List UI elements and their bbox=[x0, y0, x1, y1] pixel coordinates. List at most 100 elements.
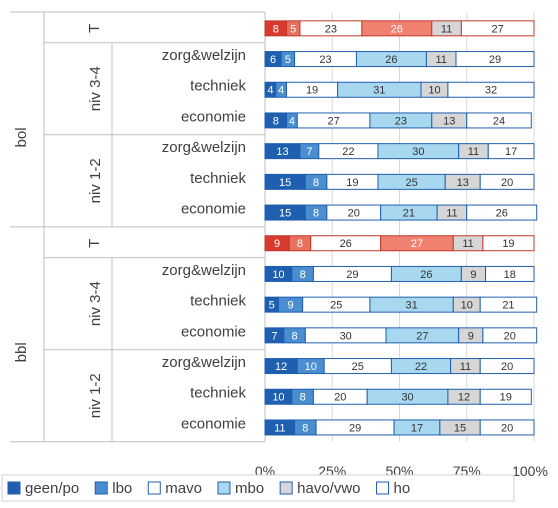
data-label: 31 bbox=[405, 300, 417, 312]
data-label: 22 bbox=[342, 146, 354, 158]
data-label: 13 bbox=[276, 146, 288, 158]
data-label: 23 bbox=[319, 54, 331, 66]
legend: geen/po lbo mavo mbo havo/vwo ho bbox=[1, 474, 515, 502]
bar-segment bbox=[479, 173, 535, 190]
category-label: economie bbox=[181, 201, 246, 218]
data-label: 23 bbox=[325, 23, 337, 35]
chart-gridlines bbox=[264, 12, 535, 442]
data-label: 22 bbox=[415, 361, 427, 373]
data-label: 8 bbox=[273, 23, 279, 35]
level-label: niv 3-4 bbox=[87, 281, 104, 326]
bar-segment bbox=[487, 143, 535, 160]
bar-segment bbox=[482, 327, 538, 344]
data-label: 15 bbox=[279, 177, 291, 189]
data-label: 8 bbox=[300, 269, 306, 281]
bar-segment bbox=[466, 204, 538, 221]
bar-area: 8 5 23 26 11 276 5 23 26 11 294 4 19 31 10 328 4 27 23 13 24… bbox=[264, 20, 538, 436]
legend-label: mavo bbox=[165, 480, 202, 497]
data-label: 18 bbox=[504, 269, 516, 281]
data-label: 30 bbox=[401, 392, 413, 404]
data-label: 4 bbox=[278, 85, 284, 97]
bar-segment bbox=[485, 265, 535, 282]
data-label: 25 bbox=[405, 177, 417, 189]
legend-swatch bbox=[94, 481, 108, 495]
group-label: bbl bbox=[13, 342, 30, 362]
data-label: 10 bbox=[428, 85, 440, 97]
data-label: 11 bbox=[274, 422, 285, 434]
data-label: 9 bbox=[287, 300, 293, 312]
legend-swatch bbox=[7, 481, 21, 495]
data-label: 11 bbox=[446, 207, 457, 219]
data-label: 20 bbox=[501, 422, 513, 434]
data-label: 29 bbox=[489, 54, 501, 66]
legend-label: mbo bbox=[235, 480, 264, 497]
category-label: T bbox=[86, 24, 103, 33]
data-label: 13 bbox=[457, 177, 469, 189]
legend-swatch bbox=[147, 481, 161, 495]
data-label: 7 bbox=[271, 330, 277, 342]
data-label: 19 bbox=[500, 392, 512, 404]
legend-label: geen/po bbox=[25, 480, 79, 497]
data-label: 5 bbox=[285, 54, 291, 66]
data-label: 20 bbox=[504, 330, 516, 342]
bar-segment bbox=[479, 419, 535, 436]
data-label: 26 bbox=[391, 23, 403, 35]
legend-swatch bbox=[217, 481, 231, 495]
level-label: niv 1-2 bbox=[87, 158, 104, 203]
data-label: 19 bbox=[306, 85, 318, 97]
data-label: 8 bbox=[300, 392, 306, 404]
bar-segment bbox=[479, 296, 538, 313]
level-label: niv 1-2 bbox=[87, 373, 104, 418]
data-label: 4 bbox=[267, 85, 273, 97]
data-label: 26 bbox=[420, 269, 432, 281]
data-label: 30 bbox=[412, 146, 424, 158]
data-label: 17 bbox=[411, 422, 423, 434]
category-label: economie bbox=[181, 108, 246, 125]
data-label: 26 bbox=[385, 54, 397, 66]
data-label: 10 bbox=[461, 300, 473, 312]
data-label: 12 bbox=[275, 361, 287, 373]
legend-swatch bbox=[279, 481, 293, 495]
data-label: 20 bbox=[334, 392, 346, 404]
category-label: zorg&welzijn bbox=[162, 139, 246, 156]
data-label: 17 bbox=[505, 146, 517, 158]
bar-segment bbox=[447, 81, 535, 98]
data-label: 10 bbox=[272, 269, 284, 281]
x-tick-label: 100% bbox=[512, 463, 548, 479]
category-label: techniek bbox=[190, 293, 246, 310]
data-label: 8 bbox=[292, 330, 298, 342]
legend-label: havo/vwo bbox=[297, 480, 360, 497]
data-label: 8 bbox=[297, 238, 303, 250]
data-label: 29 bbox=[346, 269, 358, 281]
bar-segment bbox=[460, 20, 535, 37]
legend-label: ho bbox=[394, 480, 411, 497]
data-label: 15 bbox=[279, 207, 291, 219]
category-label: T bbox=[86, 239, 103, 248]
data-label: 19 bbox=[346, 177, 358, 189]
category-label: economie bbox=[181, 323, 246, 340]
data-label: 25 bbox=[330, 300, 342, 312]
category-label-grid: bol niv 3-4 niv 1-2 bbl niv 3-4 niv 1-2 Tzorg&… bbox=[10, 11, 266, 443]
data-label: 10 bbox=[272, 392, 284, 404]
bar-segment bbox=[466, 112, 532, 129]
data-label: 9 bbox=[468, 330, 474, 342]
data-label: 15 bbox=[454, 422, 466, 434]
data-label: 26 bbox=[496, 207, 508, 219]
legend-box bbox=[1, 474, 515, 502]
data-label: 4 bbox=[289, 115, 295, 127]
bar-segment bbox=[482, 235, 535, 252]
data-label: 27 bbox=[411, 238, 423, 250]
data-label: 11 bbox=[460, 361, 471, 373]
legend-swatch bbox=[376, 481, 390, 495]
data-label: 11 bbox=[468, 146, 479, 158]
data-label: 25 bbox=[352, 361, 364, 373]
data-label: 5 bbox=[290, 23, 296, 35]
data-label: 8 bbox=[273, 115, 279, 127]
data-label: 29 bbox=[349, 422, 361, 434]
level-label: niv 3-4 bbox=[87, 66, 104, 111]
data-label: 26 bbox=[340, 238, 352, 250]
data-label: 9 bbox=[274, 238, 280, 250]
data-label: 20 bbox=[501, 361, 513, 373]
data-label: 27 bbox=[327, 115, 339, 127]
